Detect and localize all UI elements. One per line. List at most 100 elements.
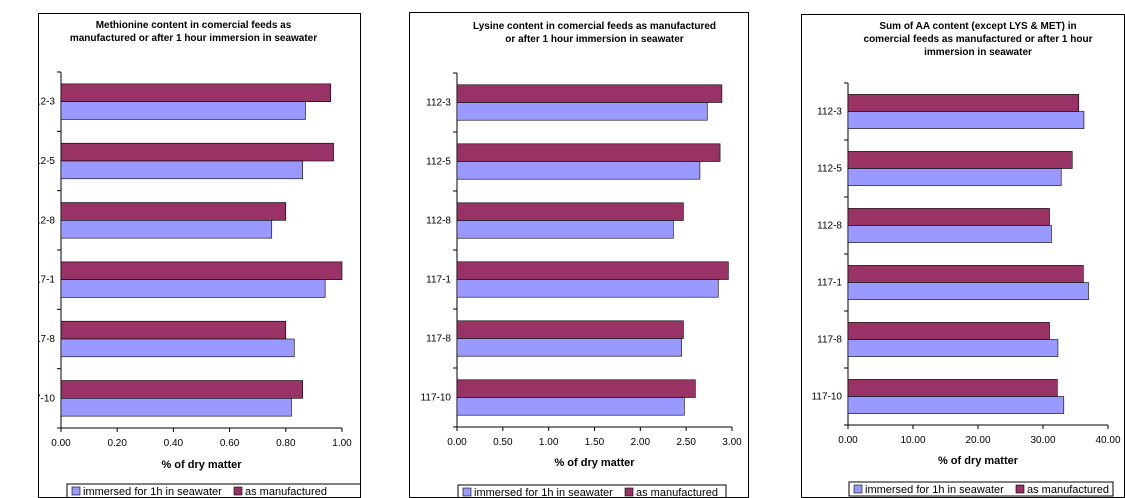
legend-swatch-as-manufactured: [624, 487, 634, 497]
chart-title-line: immersion in seawater: [924, 47, 1032, 58]
bar-immersed: [847, 111, 1085, 129]
category-label: 117-10: [421, 393, 452, 404]
legend-box: [457, 484, 727, 497]
x-tick-label: 1.00: [539, 437, 559, 448]
chart-title-line: Lysine content in comercial feeds as man…: [473, 21, 716, 32]
bar-as-manufactured: [60, 380, 303, 399]
legend-label-immersed: immersed for 1h in seawater: [474, 487, 613, 498]
bar-immersed: [60, 338, 295, 358]
legend-box: [66, 483, 360, 497]
legend-label-as-manufactured: as manufactured: [636, 487, 718, 498]
bar-as-manufactured: [847, 322, 1050, 340]
amino-acid-sum-chart-panel: Sum of AA content (except LYS & MET) in c…: [801, 14, 1125, 498]
chart-svg: Lysine content in comercial feeds as man…: [421, 21, 742, 498]
x-tick-label: 2.00: [631, 437, 651, 448]
bar-immersed: [456, 397, 685, 416]
bar-as-manufactured: [456, 202, 684, 221]
category-label: 112-3: [426, 98, 451, 109]
legend: immersed for 1h in seawater as manufactur…: [66, 483, 360, 498]
x-tick-label: 3.00: [722, 437, 742, 448]
bar-immersed: [60, 160, 303, 180]
chart-svg: Methionine content in comercial feeds as…: [39, 20, 360, 498]
bar-immersed: [60, 101, 306, 120]
legend-label-as-manufactured: as manufactured: [1027, 484, 1109, 496]
bar-as-manufactured: [60, 142, 334, 162]
x-tick-label: 0.00: [447, 437, 467, 448]
x-tick-label: 1.50: [585, 437, 605, 448]
x-tick-label: 0.20: [107, 438, 127, 449]
legend-label-as-manufactured: as manufactured: [245, 486, 327, 498]
methionine-chart-panel: Methionine content in comercial feeds as…: [38, 13, 361, 498]
category-label: 112-5: [817, 164, 842, 175]
x-tick-label: 0.00: [838, 435, 858, 446]
bar-as-manufactured: [60, 320, 287, 340]
category-label: 117-1: [817, 278, 842, 289]
x-axis-label: % of dry matter: [161, 459, 242, 471]
chart-title-line: Sum of AA content (except LYS & MET) in: [879, 21, 1076, 32]
bar-as-manufactured: [847, 265, 1084, 283]
category-label: 117-10: [812, 392, 843, 403]
bar-immersed: [847, 225, 1052, 243]
bar-as-manufactured: [847, 94, 1080, 112]
category-label: 117-8: [39, 334, 55, 345]
legend: immersed for 1h in seawater as manufactur…: [457, 484, 727, 498]
x-tick-label: 0.00: [51, 438, 71, 449]
category-label: 112-5: [39, 156, 55, 167]
chart-title-line: manufactured or after 1 hour immersion i…: [70, 33, 317, 44]
category-label: 112-8: [817, 221, 842, 232]
lysine-chart-panel: Lysine content in comercial feeds as man…: [409, 12, 749, 498]
legend-label-immersed: immersed for 1h in seawater: [83, 486, 222, 498]
category-label: 112-8: [426, 216, 451, 227]
bar-immersed: [456, 338, 682, 357]
legend-swatch-immersed: [462, 487, 472, 497]
bar-immersed: [456, 102, 708, 121]
bar-immersed: [456, 279, 719, 298]
category-label: 117-8: [817, 335, 842, 346]
bar-immersed: [60, 279, 326, 298]
category-label: 112-5: [426, 157, 451, 168]
bar-immersed: [456, 161, 701, 180]
category-label: 112-8: [39, 215, 55, 226]
x-tick-label: 30.00: [1030, 435, 1055, 446]
x-axis-label: % of dry matter: [554, 457, 635, 469]
legend-swatch-as-manufactured: [233, 486, 243, 496]
chart-title-line: Methionine content in comercial feeds as: [96, 20, 292, 31]
bar-as-manufactured: [456, 261, 729, 280]
bar-as-manufactured: [847, 379, 1058, 397]
legend-swatch-immersed: [853, 484, 863, 494]
x-tick-label: 0.50: [493, 437, 513, 448]
category-label: 117-1: [39, 275, 55, 286]
category-label: 117-1: [426, 275, 451, 286]
bar-immersed: [456, 220, 674, 239]
legend: immersed for 1h in seawater as manufactur…: [848, 481, 1114, 497]
x-tick-label: 10.00: [900, 435, 925, 446]
bar-as-manufactured: [456, 379, 696, 398]
category-label: 112-3: [39, 97, 55, 108]
bar-as-manufactured: [60, 83, 332, 102]
x-tick-label: 0.60: [220, 438, 240, 449]
legend-swatch-as-manufactured: [1015, 484, 1025, 494]
legend-box: [848, 481, 1114, 497]
bar-as-manufactured: [456, 320, 684, 339]
chart-title-line: or after 1 hour immersion in seawater: [505, 34, 683, 45]
x-tick-label: 0.40: [164, 438, 184, 449]
legend-label-immersed: immersed for 1h in seawater: [865, 484, 1004, 496]
bar-as-manufactured: [847, 208, 1050, 226]
x-axis-label: % of dry matter: [938, 455, 1019, 467]
x-tick-label: 40.00: [1095, 435, 1120, 446]
bar-immersed: [60, 398, 292, 417]
legend-swatch-immersed: [71, 486, 81, 496]
category-label: 112-3: [817, 107, 842, 118]
x-tick-label: 2.50: [676, 437, 696, 448]
bar-as-manufactured: [60, 202, 287, 221]
x-tick-label: 20.00: [965, 435, 990, 446]
chart-title-line: comercial feeds as manufactured or after…: [864, 34, 1093, 45]
bar-immersed: [847, 282, 1089, 300]
category-label: 117-8: [426, 334, 451, 345]
bar-immersed: [847, 396, 1065, 414]
bar-as-manufactured: [60, 261, 343, 280]
bar-as-manufactured: [847, 151, 1073, 169]
bar-as-manufactured: [456, 143, 721, 162]
bar-immersed: [60, 220, 273, 239]
x-tick-label: 1.00: [332, 438, 352, 449]
